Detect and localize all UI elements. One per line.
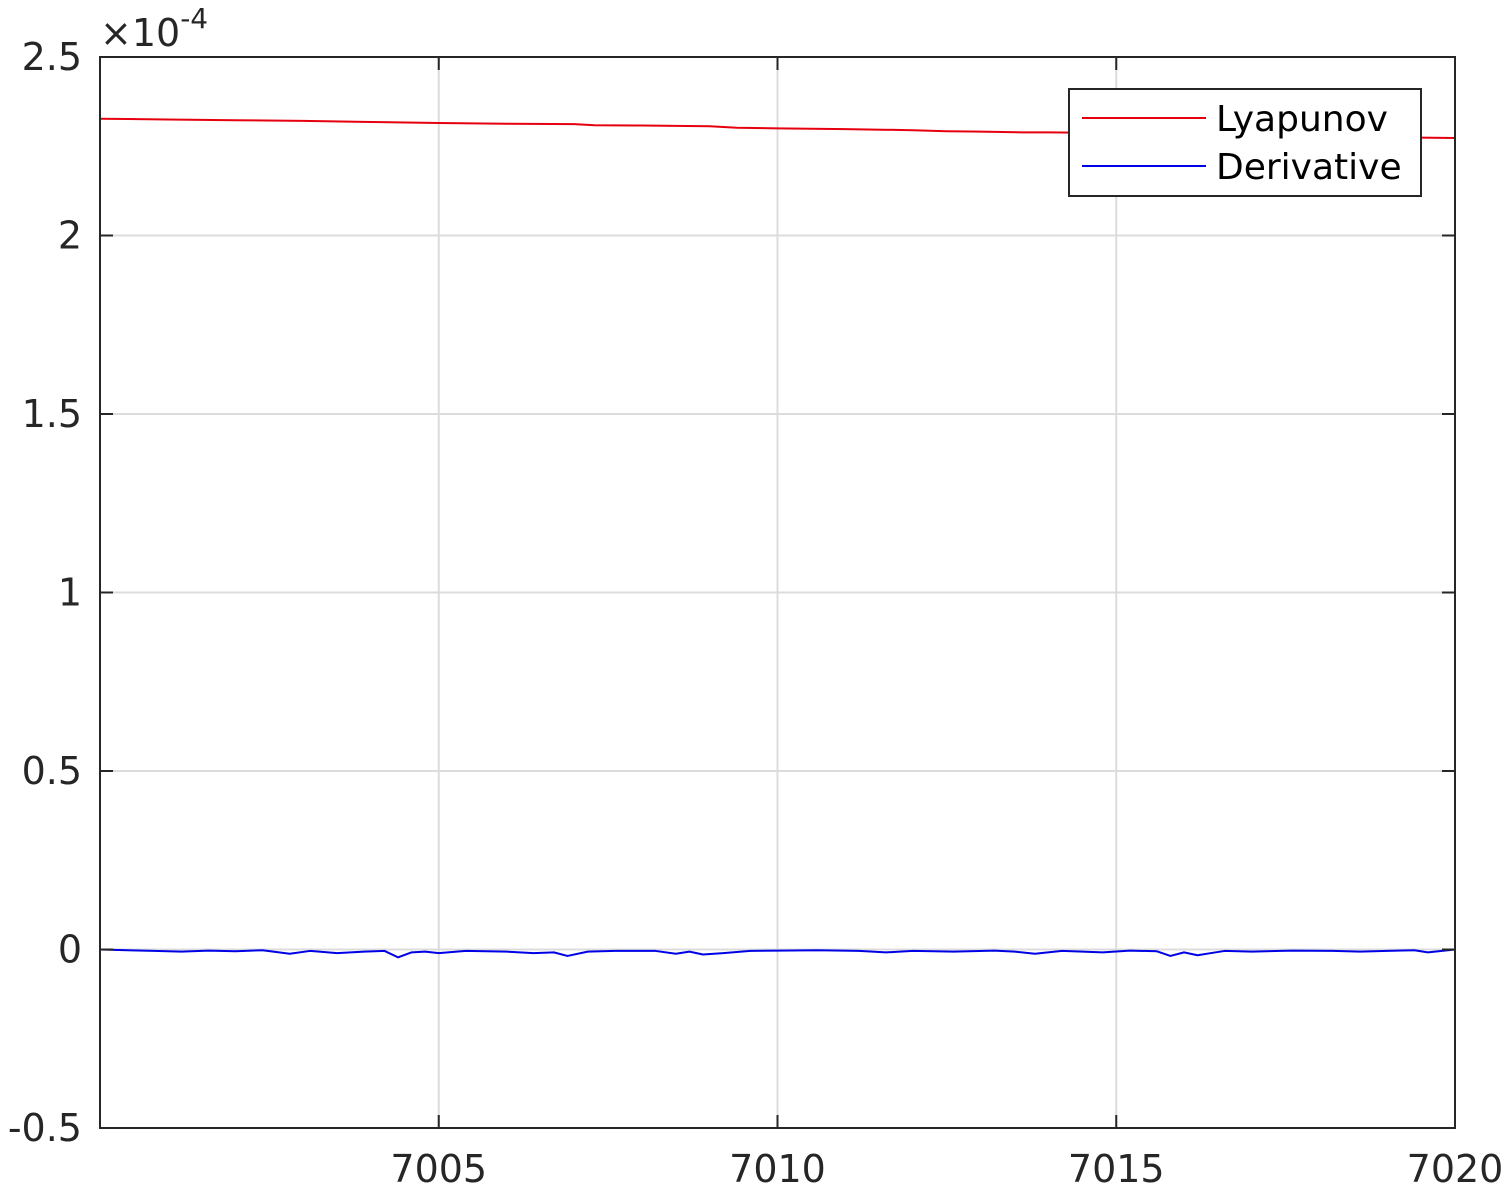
y-tick-label: 2 [58, 214, 82, 258]
legend-label: Derivative [1216, 147, 1402, 188]
legend-label: Lyapunov [1216, 99, 1388, 140]
ticks [100, 56, 1456, 1129]
y-tick-labels: -0.5 0 0.5 1 1.5 2 2.5 [8, 35, 82, 1150]
legend-box [1068, 88, 1422, 197]
x-tick-labels: 7005 7010 7015 7020 [390, 1147, 1503, 1187]
y-tick-label: 2.5 [22, 35, 82, 79]
x-tick-label: 7020 [1407, 1147, 1504, 1187]
y-axis-exponent: ×10-4 [100, 2, 208, 55]
x-tick-label: 7005 [390, 1147, 487, 1187]
grid [100, 56, 1456, 1129]
legend: Lyapunov Derivative [1068, 88, 1422, 197]
y-tick-label: 0 [58, 928, 82, 972]
y-tick-label: -0.5 [8, 1106, 82, 1150]
x-tick-label: 7010 [729, 1147, 826, 1187]
exponent-power: -4 [180, 2, 208, 35]
x-tick-label: 7015 [1068, 1147, 1165, 1187]
y-tick-label: 0.5 [22, 749, 82, 793]
y-tick-label: 1.5 [22, 392, 82, 436]
y-tick-label: 1 [58, 571, 82, 615]
series-line-derivative [99, 948, 1456, 959]
exponent-base: ×10 [100, 11, 180, 55]
